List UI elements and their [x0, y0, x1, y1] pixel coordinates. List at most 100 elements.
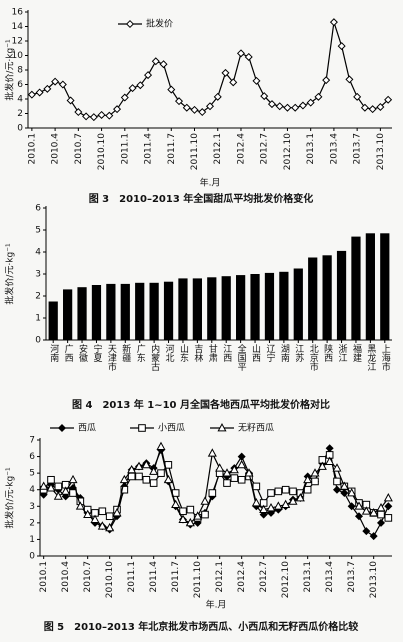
- point: [120, 93, 129, 102]
- point: [314, 92, 323, 101]
- x-tick-label: 山西: [250, 344, 261, 363]
- point: [120, 485, 129, 494]
- x-tick-label: 安徽: [77, 343, 88, 363]
- x-tick-label: 2011.4: [144, 133, 154, 165]
- point: [274, 487, 283, 496]
- y-tick-label: 12: [12, 37, 23, 47]
- caption: 图 5 2010–2013 年北京批发市场西瓜、小西瓜和无籽西瓜价格比较: [44, 620, 359, 633]
- x-tick-label: 湖南: [279, 344, 290, 362]
- point: [66, 96, 75, 105]
- x-tick-label: 2011.4: [149, 561, 159, 593]
- bar: [48, 301, 58, 340]
- point: [339, 481, 349, 490]
- point: [340, 489, 349, 498]
- point: [259, 504, 269, 513]
- point: [266, 502, 276, 512]
- point: [281, 499, 291, 509]
- point: [47, 475, 55, 484]
- point: [141, 459, 151, 469]
- y-tick-label: 0: [35, 336, 41, 346]
- y-tick-label: 3: [35, 270, 41, 280]
- x-tick-label: 江苏: [293, 344, 304, 363]
- x-tick-label: 2010.4: [61, 561, 71, 593]
- point: [310, 468, 320, 477]
- bar: [279, 271, 289, 340]
- x-tick-label: 2012.4: [237, 561, 247, 593]
- legend-marker: [217, 423, 227, 432]
- x-tick-label: 2011.10: [193, 561, 203, 598]
- y-tick-label: 2: [35, 292, 41, 302]
- point: [384, 502, 393, 511]
- point: [53, 491, 63, 500]
- point: [337, 42, 346, 51]
- x-tick-label: 2013.4: [325, 561, 335, 593]
- point: [58, 80, 67, 89]
- bar: [336, 250, 347, 340]
- x-tick-label: 2011.7: [167, 133, 177, 165]
- legend-label: 西瓜: [78, 423, 96, 434]
- point: [252, 76, 261, 85]
- point: [134, 461, 144, 470]
- y-tick-label: 6: [17, 80, 23, 90]
- caption: 图 4 2013 年 1~10 月全国各地西瓜平均批发价格对比: [72, 398, 330, 411]
- point: [149, 479, 158, 487]
- point: [333, 477, 341, 486]
- point: [244, 52, 253, 61]
- point: [142, 475, 151, 484]
- x-tick-label: 2010.7: [74, 133, 84, 165]
- point: [361, 506, 371, 515]
- bar: [380, 233, 390, 340]
- point: [105, 522, 115, 532]
- point: [98, 507, 107, 516]
- point: [179, 507, 187, 516]
- x-tick-label: 2013.7: [353, 133, 363, 165]
- y-tick-label: 0: [29, 552, 35, 562]
- y-tick-label: 10: [12, 51, 24, 61]
- x-tick-label: 2010.10: [97, 133, 107, 170]
- point: [215, 463, 225, 472]
- point: [298, 101, 307, 110]
- point: [39, 481, 49, 490]
- point: [267, 100, 276, 109]
- y-tick-label: 0: [17, 124, 23, 134]
- point: [61, 492, 70, 501]
- point: [198, 108, 207, 117]
- point: [244, 468, 254, 477]
- point: [368, 105, 377, 114]
- point: [167, 85, 176, 94]
- point: [383, 493, 393, 502]
- point: [223, 479, 231, 487]
- x-tick-label: 甘肃: [207, 343, 218, 363]
- bar: [236, 275, 246, 340]
- x-tick-label: 2010.7: [83, 561, 93, 593]
- point: [230, 474, 239, 482]
- x-tick-label: 福建: [351, 343, 362, 363]
- bar: [351, 236, 361, 340]
- bar: [221, 276, 231, 340]
- point: [237, 452, 246, 461]
- point: [229, 78, 238, 87]
- point: [237, 475, 246, 484]
- bar: [322, 255, 332, 340]
- point: [151, 57, 160, 66]
- x-tick-label: 新疆: [120, 343, 130, 363]
- point: [273, 501, 283, 510]
- point: [275, 102, 284, 111]
- x-tick-label: 2012.1: [213, 133, 223, 165]
- x-tick-label: 2012.10: [281, 561, 291, 598]
- point: [289, 487, 297, 496]
- point: [369, 532, 378, 541]
- point: [353, 92, 362, 101]
- point: [82, 112, 91, 121]
- point: [35, 88, 44, 97]
- point: [75, 501, 85, 510]
- y-tick-label: 4: [29, 485, 35, 495]
- x-tick-label: 河南: [48, 343, 59, 362]
- x-tick-label: 2010.1: [27, 133, 37, 165]
- point: [311, 477, 319, 486]
- x-tick-label: 2012.7: [260, 133, 270, 165]
- bar: [106, 283, 116, 340]
- point: [205, 102, 215, 111]
- point: [190, 105, 199, 114]
